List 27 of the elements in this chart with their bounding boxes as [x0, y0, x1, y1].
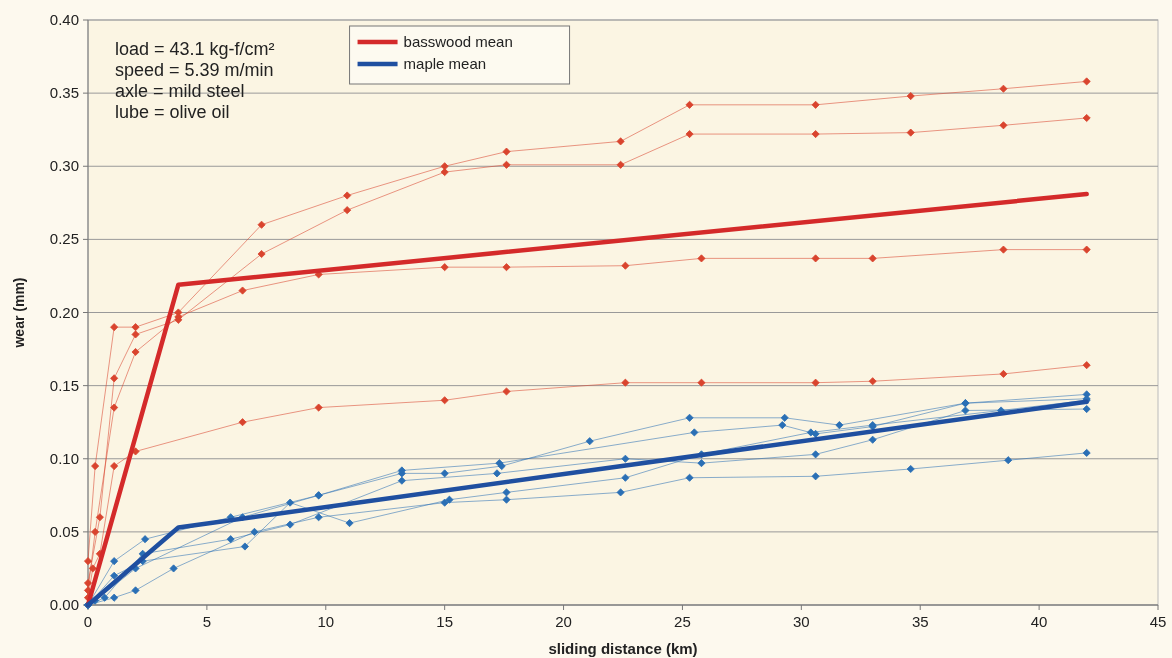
x-tick-label: 5: [202, 613, 212, 630]
annotation: speed = 5.39 m/min: [115, 60, 274, 80]
y-tick-label: 0.15: [49, 376, 79, 394]
x-tick-label: 45: [1149, 613, 1167, 630]
x-tick-label: 15: [436, 613, 454, 630]
y-tick-label: 0.30: [49, 157, 79, 175]
y-tick-label: 0.20: [49, 303, 79, 321]
x-tick-label: 0: [83, 613, 93, 630]
y-tick-label: 0.00: [49, 596, 79, 613]
y-tick-label: 0.40: [49, 11, 79, 28]
legend-label: basswood mean: [403, 33, 513, 50]
y-tick-label: 0.35: [49, 84, 79, 102]
y-tick-label: 0.10: [49, 449, 79, 467]
x-tick-label: 35: [911, 613, 929, 630]
x-tick-label: 25: [674, 613, 691, 630]
annotation: lube = olive oil: [115, 102, 230, 122]
y-tick-label: 0.25: [49, 230, 79, 248]
x-tick-label: 10: [317, 613, 335, 630]
y-tick-label: 0.05: [49, 522, 79, 540]
annotation: load = 43.1 kg-f/cm²: [115, 39, 275, 59]
y-axis-title: wear (mm): [11, 277, 27, 349]
x-tick-label: 40: [1030, 613, 1048, 630]
legend-label: maple mean: [403, 55, 487, 72]
annotation: axle = mild steel: [115, 81, 245, 101]
x-axis-title: sliding distance (km): [548, 640, 698, 657]
x-tick-label: 20: [555, 613, 572, 630]
x-tick-label: 30: [792, 613, 810, 630]
